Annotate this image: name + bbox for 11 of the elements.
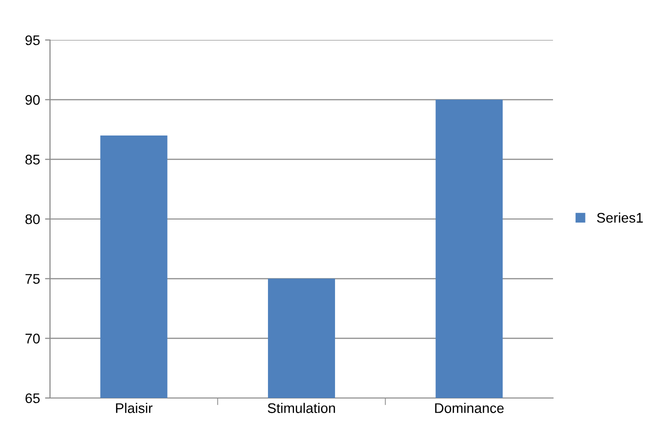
y-tick-label: 70 [26, 334, 40, 344]
legend-label: Series1 [597, 212, 643, 223]
y-tick-label: 95 [25, 35, 40, 46]
x-tick-label: Stimulation [268, 402, 335, 414]
y-tick-label: 65 [26, 393, 40, 404]
x-tick-label: Plaisir [116, 402, 153, 414]
y-tick-label: 90 [25, 95, 40, 105]
y-tick-label: 85 [25, 154, 40, 165]
x-tick-label: Dominance [435, 402, 504, 414]
y-tick-label: 80 [25, 214, 40, 224]
y-tick-label: 75 [26, 274, 40, 284]
